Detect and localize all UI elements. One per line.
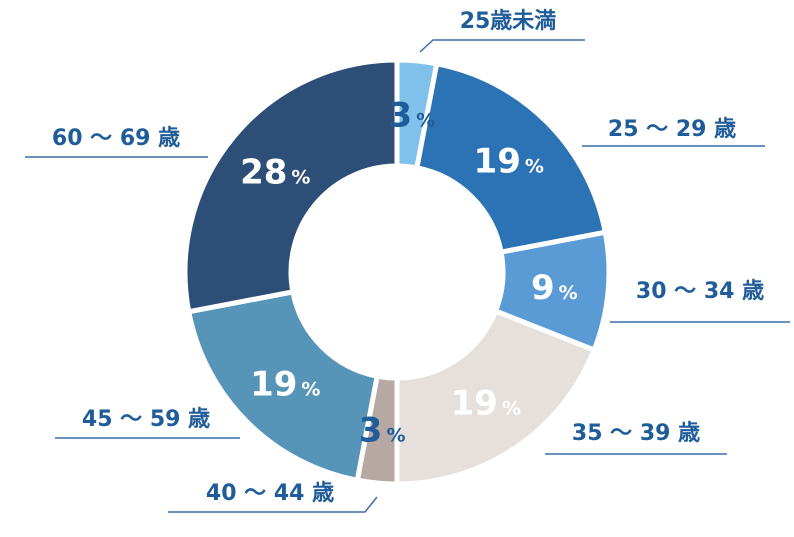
category-label-2: 30 ～ 34 歳 [636,279,764,304]
slice-value-label-2: 9% [531,268,578,308]
slice-value-label-0: 3% [389,96,436,136]
slice-value-label-3: 19% [451,384,521,424]
category-label-1: 25 ～ 29 歳 [608,117,736,142]
category-label-0: 25歳未満 [460,8,557,34]
slice-value-label-4: 3% [359,410,406,450]
slices [182,57,612,487]
data-labels: 3 % 19 % 9 % 19 % 3 % 19 % 28% [240,96,578,451]
category-label-5: 45 ～ 59 歳 [82,407,210,432]
slice-value-label-1: 19% [474,141,544,181]
slice-5 [185,288,381,484]
slice-3 [394,307,598,487]
slice-1 [413,60,609,256]
category-label-3: 35 ～ 39 歳 [572,421,700,446]
category-label-6: 60 ～ 69 歳 [52,126,180,151]
category-label-4: 40 ～ 44 歳 [206,481,334,506]
leader-line-4 [168,496,378,513]
slice-6 [182,57,400,315]
slice-value-label-6: 28% [240,152,310,192]
slice-value-label-5: 19% [250,365,320,405]
leader-line-0 [419,39,585,53]
category-labels: 25歳未満 25 ～ 29 歳 30 ～ 34 歳 35 ～ 39 歳 40 ～ 44 … [25,8,790,513]
